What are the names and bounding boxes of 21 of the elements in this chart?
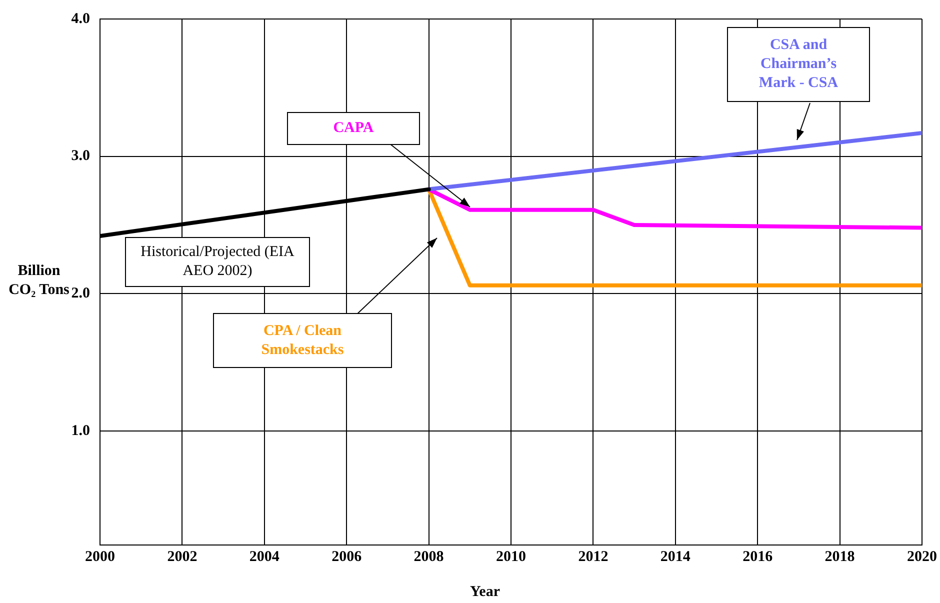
x-tick-label: 2006 — [332, 548, 362, 565]
y-tick-label: 3.0 — [71, 148, 90, 164]
y-tick-label: 1.0 — [71, 422, 90, 439]
x-tick-label: 2016 — [742, 548, 774, 565]
x-tick-label: 2018 — [824, 548, 855, 565]
callout-box: CPA / Clean Smokestacks — [213, 313, 392, 368]
x-tick-label: 2002 — [167, 548, 198, 565]
y-axis-title: Billion CO₂ Tons — [8, 263, 70, 298]
x-tick-label: 2020 — [907, 548, 937, 565]
x-tick-label: 2014 — [660, 548, 691, 565]
x-tick-label: 2008 — [414, 548, 444, 565]
callout-box: Historical/Projected (EIA AEO 2002) — [125, 237, 310, 287]
callout-box: CSA and Chairman’s Mark - CSA — [727, 27, 870, 102]
x-tick-label: 2010 — [496, 548, 526, 565]
x-tick-label: 2004 — [249, 548, 280, 565]
y-tick-label: 2.0 — [71, 286, 90, 302]
x-axis-title: Year — [470, 584, 500, 601]
callout-box: CAPA — [287, 112, 420, 145]
y-tick-label: 4.0 — [71, 10, 90, 27]
x-tick-label: 2000 — [85, 548, 115, 565]
x-tick-label: 2012 — [578, 548, 608, 565]
